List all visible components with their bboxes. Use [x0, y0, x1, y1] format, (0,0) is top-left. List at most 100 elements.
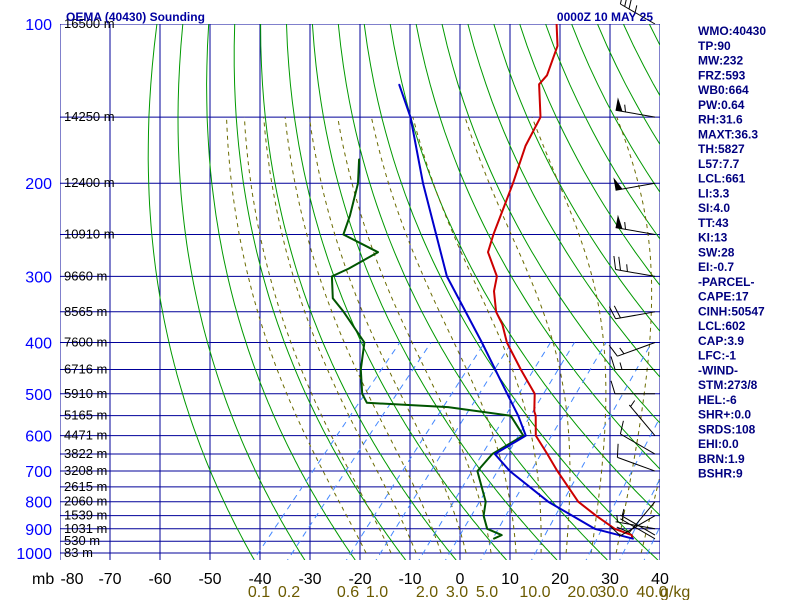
pressure-tick-label: 600 [25, 429, 52, 446]
parcel-point [409, 116, 412, 118]
height-label: 1031 m [64, 521, 107, 536]
height-label: 5910 m [64, 386, 107, 401]
dry-adiabat [286, 24, 508, 560]
temperature-point [495, 311, 497, 313]
moist-adiabat [226, 117, 367, 554]
mixing-ratio-line [345, 342, 486, 560]
dry-adiabat [571, 24, 660, 194]
wind-barb-pennant [613, 177, 623, 191]
temperature-point [512, 182, 514, 184]
moist-adiabat [308, 117, 467, 554]
wind-barb [628, 400, 656, 436]
index-item: HEL:-6 [698, 393, 737, 407]
wind-barb-flag [608, 344, 618, 357]
temperature-tick-label: 20 [551, 571, 569, 588]
wind-barb [613, 255, 656, 277]
height-label: 8565 m [64, 304, 107, 319]
index-item: BSHR:9 [698, 467, 743, 481]
dry-adiabat [233, 24, 407, 560]
wind-barb-half-flag [630, 400, 636, 407]
temperature-point [577, 501, 579, 503]
background-grid [60, 24, 800, 564]
mixing-ratio-unit: g/kg [660, 584, 690, 600]
height-label: 2060 m [64, 494, 107, 509]
mixing-ratio-line [531, 342, 653, 560]
pressure-tick-label: 200 [25, 176, 52, 193]
temperature-point [533, 410, 535, 412]
station-title: OEMA (40430) Sounding [66, 10, 205, 24]
temperature-point [520, 368, 522, 371]
temperature-point [506, 341, 508, 344]
temperature-tick-label: -60 [148, 571, 171, 588]
parcel-point [506, 393, 508, 395]
moist-adiabat [284, 117, 442, 554]
temperature-point [546, 74, 548, 76]
index-item: CINH:50547 [698, 304, 765, 318]
wind-barb-flag [610, 526, 621, 537]
wind-barb-pennant [615, 214, 623, 229]
wind-barb-flag [613, 255, 617, 270]
parcel-point [594, 528, 596, 530]
height-label: 16500 m [64, 16, 115, 31]
wind-barb-staff [620, 514, 656, 536]
index-item: WMO:40430 [698, 24, 766, 38]
pressure-tick-label: 300 [25, 269, 52, 286]
dry-adiabat [779, 24, 800, 564]
parcel-point [517, 415, 519, 417]
mixing-ratio-line [418, 342, 551, 560]
parcel-point [632, 538, 635, 540]
index-item: CAPE:17 [698, 290, 749, 304]
dewpoint-point [360, 368, 362, 371]
height-label: 3822 m [64, 446, 107, 461]
wind-barb-half-flag [626, 264, 628, 272]
index-item: LCL:661 [698, 172, 746, 186]
mixing-ratio-line [252, 342, 401, 560]
parcel-point [525, 435, 527, 437]
height-label: 1539 m [64, 508, 107, 523]
index-item: SI:4.0 [698, 201, 730, 215]
wind-barb-half-flag [634, 5, 638, 13]
moist-adiabat [263, 117, 417, 554]
pressure-tick-label: 100 [25, 17, 52, 34]
wind-barb [608, 305, 656, 320]
wind-barb-staff [620, 433, 656, 455]
dewpoint-point [486, 528, 488, 530]
pressure-tick-label: 700 [25, 464, 52, 481]
dewpoint-point [363, 341, 365, 344]
dry-adiabat [545, 24, 660, 240]
dry-adiabat [147, 24, 255, 560]
dry-adiabat [753, 24, 800, 564]
mixing-ratio-label: 20.0 [567, 584, 598, 600]
mixing-ratio-label: 1.0 [366, 584, 388, 600]
pressure-tick-label: 800 [25, 495, 52, 512]
wind-barb-staff [615, 269, 656, 277]
dewpoint-profile [330, 158, 525, 540]
index-item: MAXT:36.3 [698, 127, 758, 141]
dry-adiabat [519, 24, 660, 287]
wind-barb-flag [616, 526, 630, 533]
moist-adiabat [337, 117, 492, 554]
wind-barb [616, 501, 656, 533]
temperature-point [556, 470, 559, 472]
height-label: 7600 m [64, 335, 107, 350]
wind-barb-flag [613, 305, 621, 319]
height-label: 5165 m [64, 408, 107, 423]
index-item: -WIND- [698, 363, 738, 377]
wind-barb-half-flag [619, 362, 623, 370]
temperature-tick-label: -10 [398, 571, 421, 588]
dry-adiabat [467, 24, 660, 378]
wind-barb-staff [617, 456, 656, 472]
dewpoint-point [357, 182, 359, 184]
mixing-ratio-line [375, 342, 513, 560]
pressure-unit-label: mb [32, 571, 54, 588]
wind-barb-flag [628, 0, 632, 10]
wind-barb-flag [616, 443, 619, 458]
parcel-point [446, 275, 448, 277]
temperature-point [539, 116, 542, 118]
mixing-ratio-line [286, 342, 432, 560]
mixing-ratio-label: 2.0 [416, 584, 438, 600]
mixing-ratio-line [619, 477, 660, 560]
temperature-tick-label: 10 [501, 571, 519, 588]
height-label: 83 m [64, 545, 93, 560]
